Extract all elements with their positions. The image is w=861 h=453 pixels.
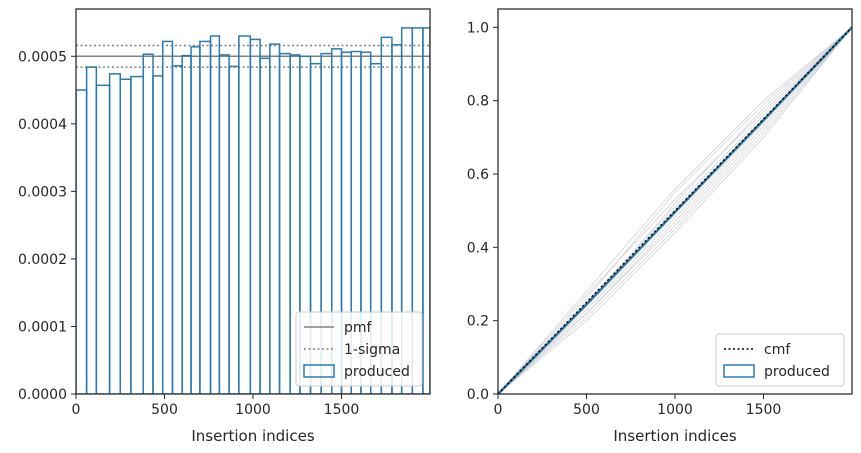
histogram-bar [269,43,281,394]
legend-label: produced [764,364,830,380]
histogram-bar [95,84,111,394]
legend-label: 1-sigma [344,342,400,358]
histogram-bar [152,75,164,394]
x-tick-label: 500 [151,402,178,418]
x-tick-label: 1000 [657,402,693,418]
histogram-bar [130,75,145,394]
histogram-bar [209,35,221,394]
histogram-bar [249,38,261,394]
y-tick-label: 1.0 [467,20,489,36]
legend-label: produced [344,364,410,380]
histogram-bar [142,53,154,394]
histogram-bar [85,66,98,394]
y-tick-label: 0.2 [467,314,489,330]
x-tick-label: 1500 [324,402,360,418]
histogram-bar [171,64,183,394]
y-tick-label: 0.0002 [18,252,67,268]
histogram-panel: 0 500 1000 1500 0.0000 0.0001 0.0002 0.0003 0.00… [18,8,431,445]
histogram-bar [218,54,230,394]
histogram-bar [181,54,192,394]
histogram-bar [228,65,240,394]
legend: pmf 1-sigma produced [295,311,423,387]
cmf-line [498,26,852,394]
cumulative-panel: 0 500 1000 1500 0.0 0.2 0.4 0.6 0.8 1.0 Insertion … [467,8,853,445]
legend-frame [295,311,423,387]
y-tick-label: 0.8 [467,94,489,110]
background-curve [498,27,852,394]
histogram-bar [278,52,291,394]
legend-label: cmf [764,342,791,358]
x-tick-label: 1000 [235,402,271,418]
x-axis-label: Insertion indices [613,427,736,445]
y-tick-label: 0.0000 [18,387,67,403]
y-tick-label: 0.0004 [18,117,67,133]
y-tick-label: 0.0003 [18,184,67,200]
background-curve [498,27,852,394]
legend-label: pmf [344,320,373,336]
x-tick-label: 0 [72,402,81,418]
legend-swatch-produced [723,364,755,378]
legend: cmf produced [715,333,845,387]
histogram-bar [190,46,201,394]
x-tick-label: 500 [573,402,600,418]
axes-frame [75,8,431,395]
histogram-bar [259,57,271,394]
legend-frame [715,333,845,387]
histogram-bar [199,40,212,394]
x-axis-label: Insertion indices [191,427,314,445]
plot-area [498,26,852,394]
histogram-bar [161,40,174,394]
y-tick-label: 0.4 [467,240,489,256]
axes-frame [497,8,853,395]
histogram-bar [238,35,252,394]
y-tick-label: 0.0005 [18,49,67,65]
legend-swatch-produced [303,364,335,378]
x-tick-label: 1500 [746,402,782,418]
y-tick-label: 0.6 [467,167,489,183]
background-curve [498,27,852,394]
histogram-bar [422,27,430,394]
y-tick-label: 0.0001 [18,319,67,335]
background-curve [498,27,852,394]
y-tick-label: 0.0 [467,387,489,403]
background-curve [498,27,852,394]
histogram-bar [108,73,121,394]
x-tick-label: 0 [494,402,503,418]
background-curve [498,27,852,394]
histogram-bar [119,78,132,394]
histogram-bar [76,89,88,394]
